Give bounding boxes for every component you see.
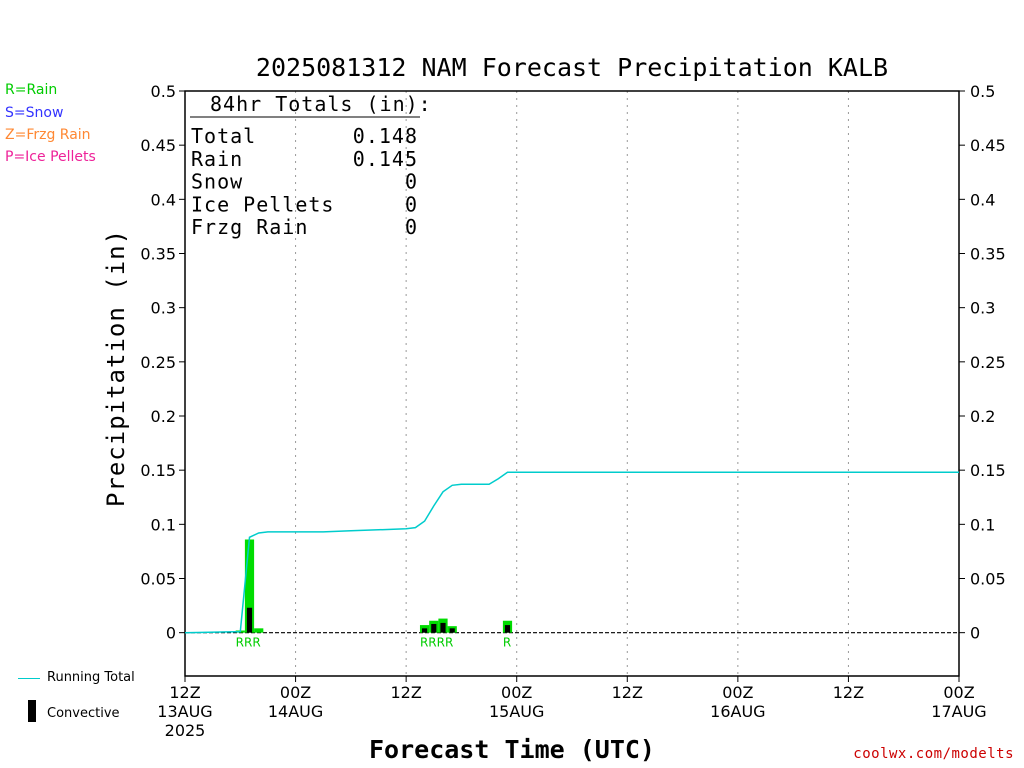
totals-row-value: 0 xyxy=(405,192,418,216)
precip-type-label: RRR xyxy=(236,636,261,650)
precip-bar xyxy=(244,539,255,633)
y-tick-label-left: 0.3 xyxy=(151,299,176,318)
site-credit: coolwx.com/modelts xyxy=(853,746,1014,762)
y-tick-label-left: 0.5 xyxy=(151,82,176,101)
convective-legend-label: Convective xyxy=(47,706,120,721)
y-tick-label-right: 0.05 xyxy=(970,570,1006,589)
y-tick-label-right: 0.3 xyxy=(970,299,995,318)
legend-ice-pellets: P=Ice Pellets xyxy=(5,149,96,165)
totals-row-label: Rain xyxy=(191,147,243,171)
totals-row-value: 0.145 xyxy=(353,147,418,171)
y-tick-label-right: 0.5 xyxy=(970,82,995,101)
y-tick-label-left: 0.35 xyxy=(140,245,176,264)
legend-snow: S=Snow xyxy=(5,105,64,121)
y-tick-label-right: 0.35 xyxy=(970,245,1006,264)
running-total-line xyxy=(184,471,959,634)
convective-bar xyxy=(504,625,511,633)
x-tick-label: 00Z xyxy=(280,683,311,702)
y-tick-label-left: 0.2 xyxy=(151,407,176,426)
x-tick-label: 12Z xyxy=(833,683,864,702)
x-tick-label: 12Z xyxy=(612,683,643,702)
convective-bar xyxy=(421,628,428,633)
y-tick-label-left: 0 xyxy=(166,624,176,643)
x-tick-label: 2025 xyxy=(165,721,206,740)
running-total-legend-label: Running Total xyxy=(47,670,135,685)
y-tick-label-left: 0.1 xyxy=(151,515,176,534)
convective-bar xyxy=(440,622,446,633)
x-tick-label: 12Z xyxy=(390,683,421,702)
x-tick-label: 12Z xyxy=(169,683,200,702)
y-tick-label-right: 0 xyxy=(970,624,980,643)
convective-bar xyxy=(449,628,455,633)
type-legend: R=Rain S=Snow Z=Frzg Rain P=Ice Pellets xyxy=(5,82,96,171)
y-tick-label-left: 0.05 xyxy=(140,570,176,589)
precip-bar xyxy=(254,628,264,633)
y-tick-label-right: 0.4 xyxy=(970,190,995,209)
y-tick-label-right: 0.45 xyxy=(970,136,1006,155)
y-tick-label-left: 0.15 xyxy=(140,461,176,480)
x-tick-label: 17AUG xyxy=(931,702,986,721)
plot-frame xyxy=(184,90,960,677)
y-tick-label-left: 0.4 xyxy=(151,190,176,209)
precip-type-label: RRRR xyxy=(420,636,453,650)
precip-type-label: R xyxy=(503,636,511,650)
y-tick-label-right: 0.15 xyxy=(970,461,1006,480)
convective-bar xyxy=(246,607,253,633)
x-tick-label: 13AUG xyxy=(157,702,212,721)
y-tick-label-left: 0.25 xyxy=(140,353,176,372)
y-tick-label-right: 0.2 xyxy=(970,407,995,426)
x-axis-label: Forecast Time (UTC) xyxy=(369,735,655,764)
x-tick-label: 00Z xyxy=(501,683,532,702)
legend-frzg-rain: Z=Frzg Rain xyxy=(5,127,91,143)
totals-row-label: Snow xyxy=(191,170,243,194)
totals-row-label: Frzg Rain xyxy=(191,215,308,239)
y-tick-label-left: 0.45 xyxy=(140,136,176,155)
convective-bar-icon xyxy=(28,700,36,722)
x-tick-label: 16AUG xyxy=(710,702,765,721)
totals-row-label: Total xyxy=(191,124,256,148)
x-tick-label: 00Z xyxy=(722,683,753,702)
totals-header: 84hr Totals (in): xyxy=(210,92,432,116)
totals-row-label: Ice Pellets xyxy=(191,192,334,216)
totals-row-value: 0 xyxy=(405,215,418,239)
legend-rain: R=Rain xyxy=(5,82,58,98)
y-axis-label: Precipitation (in) xyxy=(102,229,130,507)
x-tick-label: 14AUG xyxy=(268,702,323,721)
totals-row-value: 0 xyxy=(405,170,418,194)
convective-bar xyxy=(431,624,437,633)
y-tick-label-right: 0.25 xyxy=(970,353,1006,372)
chart-title: 2025081312 NAM Forecast Precipitation KA… xyxy=(256,53,888,82)
y-tick-label-right: 0.1 xyxy=(970,515,995,534)
totals-row-value: 0.148 xyxy=(353,124,418,148)
x-tick-label: 00Z xyxy=(943,683,974,702)
x-tick-label: 15AUG xyxy=(489,702,544,721)
running-total-line-icon xyxy=(18,678,40,679)
